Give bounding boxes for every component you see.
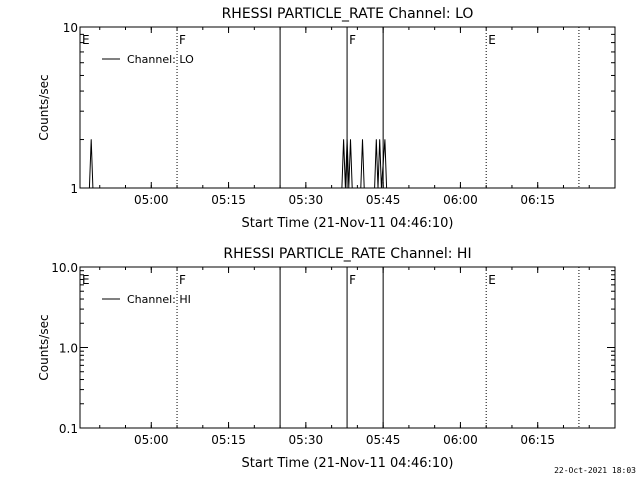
y-tick-label: 1 — [70, 182, 78, 196]
footer-timestamp: 22-Oct-2021 18:03 — [554, 466, 636, 475]
y-tick-label: 1.0 — [59, 342, 78, 356]
x-tick-label: 05:45 — [366, 433, 401, 447]
y-tick-label: 0.1 — [59, 422, 78, 436]
data-point — [341, 187, 343, 189]
annotation-label: F — [349, 33, 356, 47]
legend-label: Channel: LO — [127, 53, 194, 66]
data-point — [384, 139, 386, 140]
y-tick-label: 10 — [63, 21, 78, 35]
data-point — [374, 187, 375, 189]
x-tick-label: 05:15 — [211, 193, 246, 207]
data-point — [346, 139, 348, 140]
legend-label: Channel: HI — [127, 293, 191, 306]
data-point — [351, 187, 353, 189]
x-axis-label: Start Time (21-Nov-11 04:46:10) — [242, 456, 454, 471]
chart-panel-2: RHESSI PARTICLE_RATE Channel: HI 05:00 05:… — [37, 246, 616, 471]
data-point — [375, 139, 377, 140]
x-tick-label: 05:30 — [289, 193, 324, 207]
annotation-label: F — [349, 273, 356, 287]
annotation-label: E — [488, 273, 496, 287]
annotation-label: E — [488, 33, 496, 47]
annotation-label: F — [179, 273, 186, 287]
data-point — [343, 139, 344, 140]
data-point — [362, 139, 363, 140]
chart-title: RHESSI PARTICLE_RATE Channel: LO — [222, 6, 474, 22]
data-point — [89, 187, 90, 189]
y-axis-label: Counts/sec — [37, 314, 51, 380]
data-point — [345, 187, 346, 189]
data-point — [381, 187, 382, 189]
legend: Channel: HI — [102, 293, 191, 306]
data-point — [92, 187, 94, 189]
data-point — [379, 139, 381, 140]
data-point — [360, 187, 362, 189]
x-tick-label: 05:00 — [134, 193, 169, 207]
x-tick-label: 05:15 — [211, 433, 246, 447]
y-tick-label: 10.0 — [51, 261, 78, 275]
x-axis-label: Start Time (21-Nov-11 04:46:10) — [242, 216, 454, 231]
data-point — [348, 187, 350, 189]
data-point — [377, 187, 379, 189]
x-tick-label: 06:00 — [443, 193, 478, 207]
x-tick-label: 06:15 — [520, 193, 555, 207]
chart-title: RHESSI PARTICLE_RATE Channel: HI — [223, 246, 471, 262]
x-tick-label: 05:30 — [289, 433, 324, 447]
data-point — [386, 187, 387, 189]
annotation-label: E — [82, 33, 90, 47]
annotation-label: F — [179, 33, 186, 47]
series-line — [88, 139, 388, 189]
x-tick-label: 06:15 — [520, 433, 555, 447]
data-point — [363, 187, 365, 189]
data-point — [350, 139, 351, 140]
x-tick-label: 05:45 — [366, 193, 401, 207]
annotation-label: E — [82, 273, 90, 287]
legend: Channel: LO — [102, 53, 194, 66]
data-point — [90, 139, 92, 140]
x-tick-label: 06:00 — [443, 433, 478, 447]
x-tick-label: 05:00 — [134, 433, 169, 447]
y-axis-label: Counts/sec — [37, 74, 51, 140]
chart-panel-1: RHESSI PARTICLE_RATE Channel: LO 05:00 05:… — [37, 6, 616, 231]
